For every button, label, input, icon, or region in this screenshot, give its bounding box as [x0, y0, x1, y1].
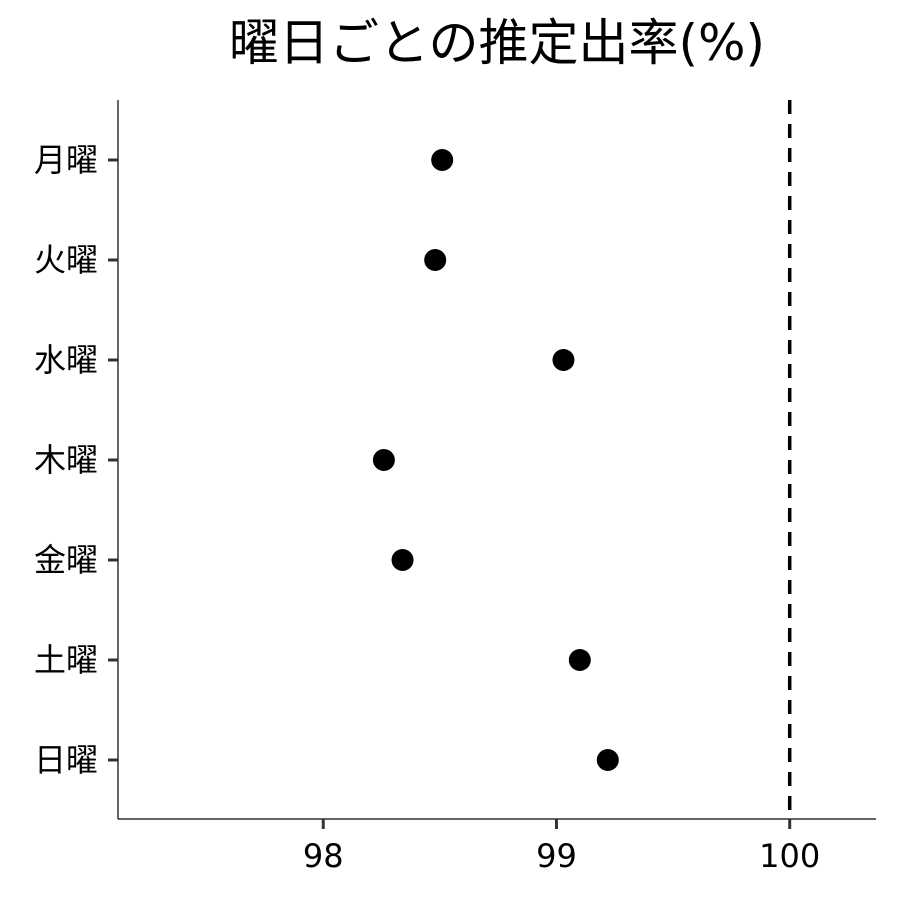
data-point	[568, 649, 591, 671]
data-point	[372, 449, 395, 471]
data-point	[552, 349, 575, 371]
data-point	[431, 149, 454, 171]
chart-title: 曜日ごとの推定出率(%)	[228, 14, 766, 72]
y-tick-label: 月曜	[34, 141, 98, 179]
y-tick-label: 火曜	[34, 241, 98, 279]
y-tick-label: 木曜	[34, 441, 98, 479]
y-tick-label: 土曜	[34, 641, 98, 679]
x-tick-label: 100	[759, 837, 820, 875]
y-tick-label: 金曜	[34, 541, 98, 579]
data-points	[372, 149, 619, 771]
data-point	[391, 549, 414, 571]
x-tick-label: 98	[303, 837, 344, 875]
y-tick-label: 日曜	[34, 741, 98, 779]
x-tick-labels: 98 99 100	[303, 837, 820, 875]
x-tick-label: 99	[536, 837, 577, 875]
axes	[108, 100, 876, 829]
data-point	[424, 249, 447, 271]
y-tick-label: 水曜	[34, 341, 98, 379]
data-point	[596, 749, 619, 771]
